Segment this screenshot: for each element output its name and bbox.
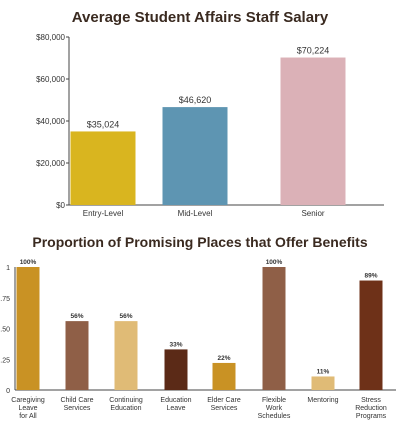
x-tick-label: Senior [301,209,324,218]
x-tick-label: Stress Reduction Programs [355,397,387,420]
x-tick-label: Elder Care Services [207,397,241,412]
bar-child-care-services [65,321,89,390]
x-tick-label-line: Child Care [60,397,93,404]
y-tick-label: 0 [6,388,10,395]
x-tick-label: Mentoring [307,397,338,404]
y-tick-label: $80,000 [36,33,65,42]
x-tick-label: Education Leave [160,397,191,412]
bar-senior [280,57,346,205]
x-tick-label-line: Programs [356,413,387,420]
bar-continuing-education [114,321,138,390]
y-tick-label: $60,000 [36,75,65,84]
y-tick-label: $0 [56,201,65,210]
x-tick-label-line: Continuing [109,397,143,404]
chart-title-benefits: Proportion of Promising Places that Offe… [32,234,368,250]
bar-mentoring [311,376,335,390]
x-tick-label-line: Mentoring [307,397,338,404]
data-label: $35,024 [87,119,120,129]
x-tick-label-line: Leave [166,405,185,412]
data-label: 100% [20,259,37,266]
data-label: 56% [70,313,83,320]
x-tick-label-line: Schedules [258,413,291,420]
data-label: 89% [364,273,377,280]
x-tick-label-line: Services [64,405,91,412]
bar-stress-reduction-programs [359,280,383,390]
x-tick-label: Flexible Work Schedules [258,397,291,420]
x-tick-label: Caregiving Leave for All [11,397,45,420]
data-label: $70,224 [297,46,330,56]
x-tick-label: Mid-Level [178,209,213,218]
y-tick-label: .50 [0,327,10,334]
x-tick-label-line: Leave [18,405,37,412]
bar-mid-level [162,107,228,205]
data-label: 56% [119,313,132,320]
x-tick-label-line: Education [160,397,191,404]
data-label: 22% [217,355,230,362]
bar-elder-care-services [212,362,236,390]
data-label: 33% [169,341,182,348]
x-tick-label-line: Stress [361,397,381,404]
x-tick-label-line: Flexible [262,397,286,404]
bar-caregiving-leave-for-all [16,267,40,390]
chart-title-salary: Average Student Affairs Staff Salary [71,9,329,26]
bar-education-leave [164,349,188,390]
y-tick-label: .75 [0,296,10,303]
salary-chart: $0 $20,000 $40,000 $60,000 $80,000 $35,024 Ent… [36,33,384,218]
x-tick-label: Child Care Services [60,397,93,412]
data-label: $46,620 [179,95,212,105]
y-tick-label: $20,000 [36,159,65,168]
y-tick-label: $40,000 [36,117,65,126]
x-tick-label-line: Education [110,405,141,412]
x-tick-label: Continuing Education [109,397,143,412]
data-label: 11% [317,368,330,375]
y-tick-label: 1 [6,265,10,272]
x-tick-label-line: Caregiving [11,397,45,404]
y-tick-label: .25 [0,357,10,364]
bar-entry-level [70,131,136,205]
x-tick-label-line: Elder Care [207,397,241,404]
x-tick-label-line: Reduction [355,405,387,412]
x-tick-label-line: Work [266,405,283,412]
x-tick-label-line: Services [211,405,238,412]
x-tick-label: Entry-Level [83,209,124,218]
data-label: 100% [266,259,283,266]
bar-flexible-work-schedules [262,267,286,390]
x-tick-label-line: for All [19,413,37,420]
